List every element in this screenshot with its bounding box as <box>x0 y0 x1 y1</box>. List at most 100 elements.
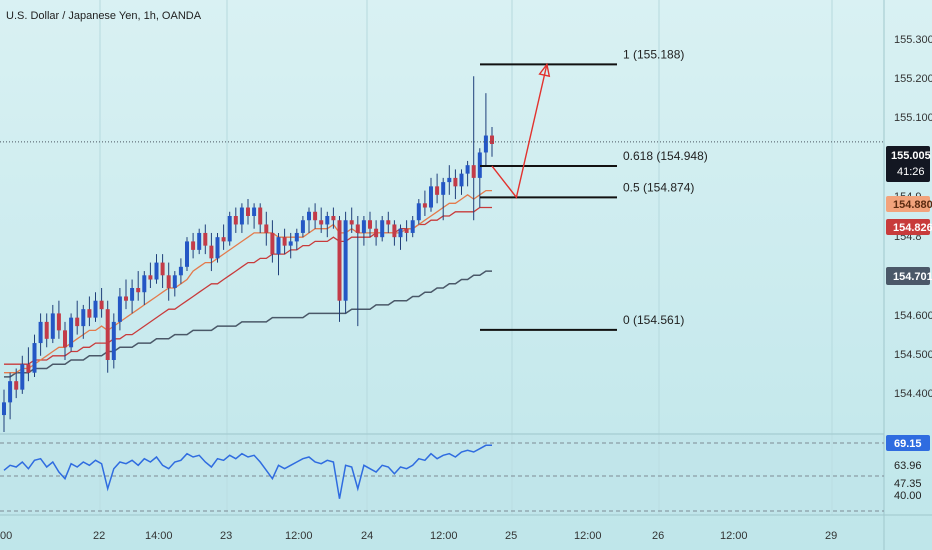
candle-down <box>270 232 275 255</box>
candle-down <box>99 300 104 310</box>
time-label: 14:00 <box>145 530 173 542</box>
time-axis[interactable]: 00 22 14:00 23 12:00 24 12:00 25 12:00 2… <box>0 530 837 542</box>
symbol-title[interactable]: U.S. Dollar / Japanese Yen, 1h, OANDA <box>6 10 202 22</box>
candle-down <box>422 203 427 208</box>
bar-countdown: 41:26 <box>897 166 925 178</box>
projection-arrow-path[interactable] <box>491 64 548 199</box>
candle-down <box>355 224 360 233</box>
candle-up <box>441 182 446 195</box>
candle-up <box>178 266 183 276</box>
candle-down <box>233 216 238 225</box>
candle-down <box>453 177 458 187</box>
ma-fast-line <box>4 189 492 374</box>
candle-down <box>166 275 171 288</box>
rsi-band-lines <box>0 442 884 512</box>
rsi-line <box>3 444 492 499</box>
fib-level-label: 0 (154.561) <box>623 313 684 327</box>
candle-up <box>325 216 330 225</box>
candle-up <box>252 207 257 216</box>
candle-up <box>447 177 452 183</box>
candle-down <box>349 220 354 225</box>
time-label: 26 <box>652 530 664 542</box>
time-label: 29 <box>825 530 837 542</box>
ma-mid-line <box>4 206 492 365</box>
candle-up <box>410 220 415 233</box>
candle-up <box>215 237 220 259</box>
candle-down <box>203 232 208 246</box>
rsi-level: 40.00 <box>894 490 922 502</box>
candle-down <box>374 228 379 238</box>
candle-down <box>313 211 318 221</box>
candle-up <box>185 241 189 267</box>
candle-down <box>264 224 269 233</box>
candle-up <box>276 237 281 255</box>
ma-fast-badge: 154.880 <box>886 196 932 212</box>
time-label: 12:00 <box>574 530 602 542</box>
candle-up <box>343 220 348 301</box>
candle-down <box>337 220 342 301</box>
candle-up <box>93 300 98 318</box>
ma-mid-badge: 154.826 <box>886 219 932 235</box>
candle-down <box>87 309 92 318</box>
candle-up <box>398 228 403 238</box>
candle-down <box>392 224 397 238</box>
ma-slow-badge: 154.701 <box>886 267 932 285</box>
arrow-head-icon <box>538 62 551 78</box>
candle-down <box>56 313 61 331</box>
candle-up <box>32 343 37 373</box>
price-tick: 155.300 <box>894 34 932 46</box>
candle-up <box>130 288 135 301</box>
time-label: 22 <box>93 530 105 542</box>
candle-up <box>361 220 366 233</box>
candle-up <box>294 232 299 242</box>
price-tick: 155.200 <box>894 73 932 85</box>
price-tick: 154.600 <box>894 310 932 322</box>
candle-down <box>435 186 440 195</box>
candle-down <box>471 165 476 178</box>
candle-up <box>477 152 482 178</box>
candle-up <box>307 211 311 221</box>
price-tick: 155.100 <box>894 112 932 124</box>
rsi-level: 63.96 <box>894 460 922 472</box>
rsi-axis[interactable]: 69.15 63.96 47.35 40.00 <box>886 435 930 502</box>
candle-up <box>416 203 421 221</box>
candle-up <box>111 321 116 360</box>
rsi-value: 69.15 <box>894 438 922 450</box>
fib-level-label: 0.5 (154.874) <box>623 180 694 194</box>
candle-down <box>26 364 31 373</box>
candle-down <box>331 216 336 221</box>
candle-up <box>429 186 433 208</box>
ma-fast-value: 154.880 <box>893 199 932 211</box>
candle-up <box>239 207 244 225</box>
candle-up <box>300 220 305 233</box>
candle-up <box>197 232 202 250</box>
price-tick: 154.400 <box>894 388 932 400</box>
candle-up <box>69 317 74 348</box>
candle-down <box>490 135 494 144</box>
rsi-pane-background <box>0 433 884 515</box>
candle-down <box>368 220 372 229</box>
candle-up <box>20 364 25 390</box>
current-price-value: 155.005 <box>891 150 931 162</box>
price-tick: 154.500 <box>894 349 932 361</box>
candle-down <box>148 275 153 280</box>
candle-up <box>483 135 488 153</box>
candle-down <box>136 288 141 293</box>
ma-mid-value: 154.826 <box>893 222 932 234</box>
candle-down <box>160 262 165 276</box>
candle-down <box>404 228 409 233</box>
fib-level-label: 0.618 (154.948) <box>623 149 708 163</box>
time-label: 12:00 <box>430 530 458 542</box>
fibonacci-retracement[interactable]: 1 (155.188) 0.618 (154.948) 0.5 (154.874) 0… <box>480 47 708 331</box>
candle-up <box>465 165 470 174</box>
time-label: 12:00 <box>720 530 748 542</box>
candle-up <box>227 216 232 242</box>
candle-down <box>191 241 196 250</box>
fib-level-label: 1 (155.188) <box>623 47 684 61</box>
candle-down <box>209 245 214 259</box>
time-label: 12:00 <box>285 530 313 542</box>
candle-up <box>380 220 385 238</box>
price-axis[interactable]: 155.300 155.200 155.100 154.600 154.500 … <box>894 34 932 400</box>
